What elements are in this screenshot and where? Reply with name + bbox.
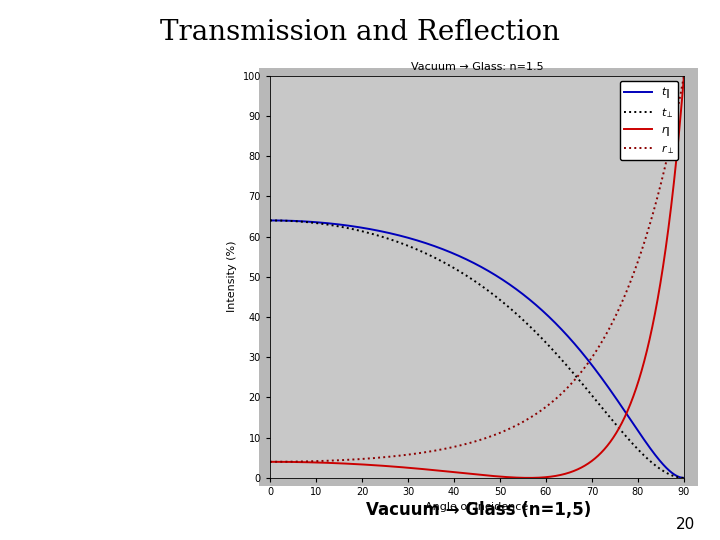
Title: Vacuum → Glass: n=1.5: Vacuum → Glass: n=1.5 bbox=[410, 62, 544, 72]
X-axis label: Angle of incidence: Angle of incidence bbox=[426, 503, 528, 512]
Text: Vacuum → Glass (n=1,5): Vacuum → Glass (n=1,5) bbox=[366, 501, 591, 519]
Text: Transmission and Reflection: Transmission and Reflection bbox=[160, 19, 560, 46]
Legend: $t_{\|}$, $t_{\perp}$, $r_{\|}$, $r_{\perp}$: $t_{\|}$, $t_{\perp}$, $r_{\|}$, $r_{\pe… bbox=[620, 81, 678, 160]
Y-axis label: Intensity (%): Intensity (%) bbox=[227, 241, 237, 313]
Text: 20: 20 bbox=[675, 517, 695, 532]
